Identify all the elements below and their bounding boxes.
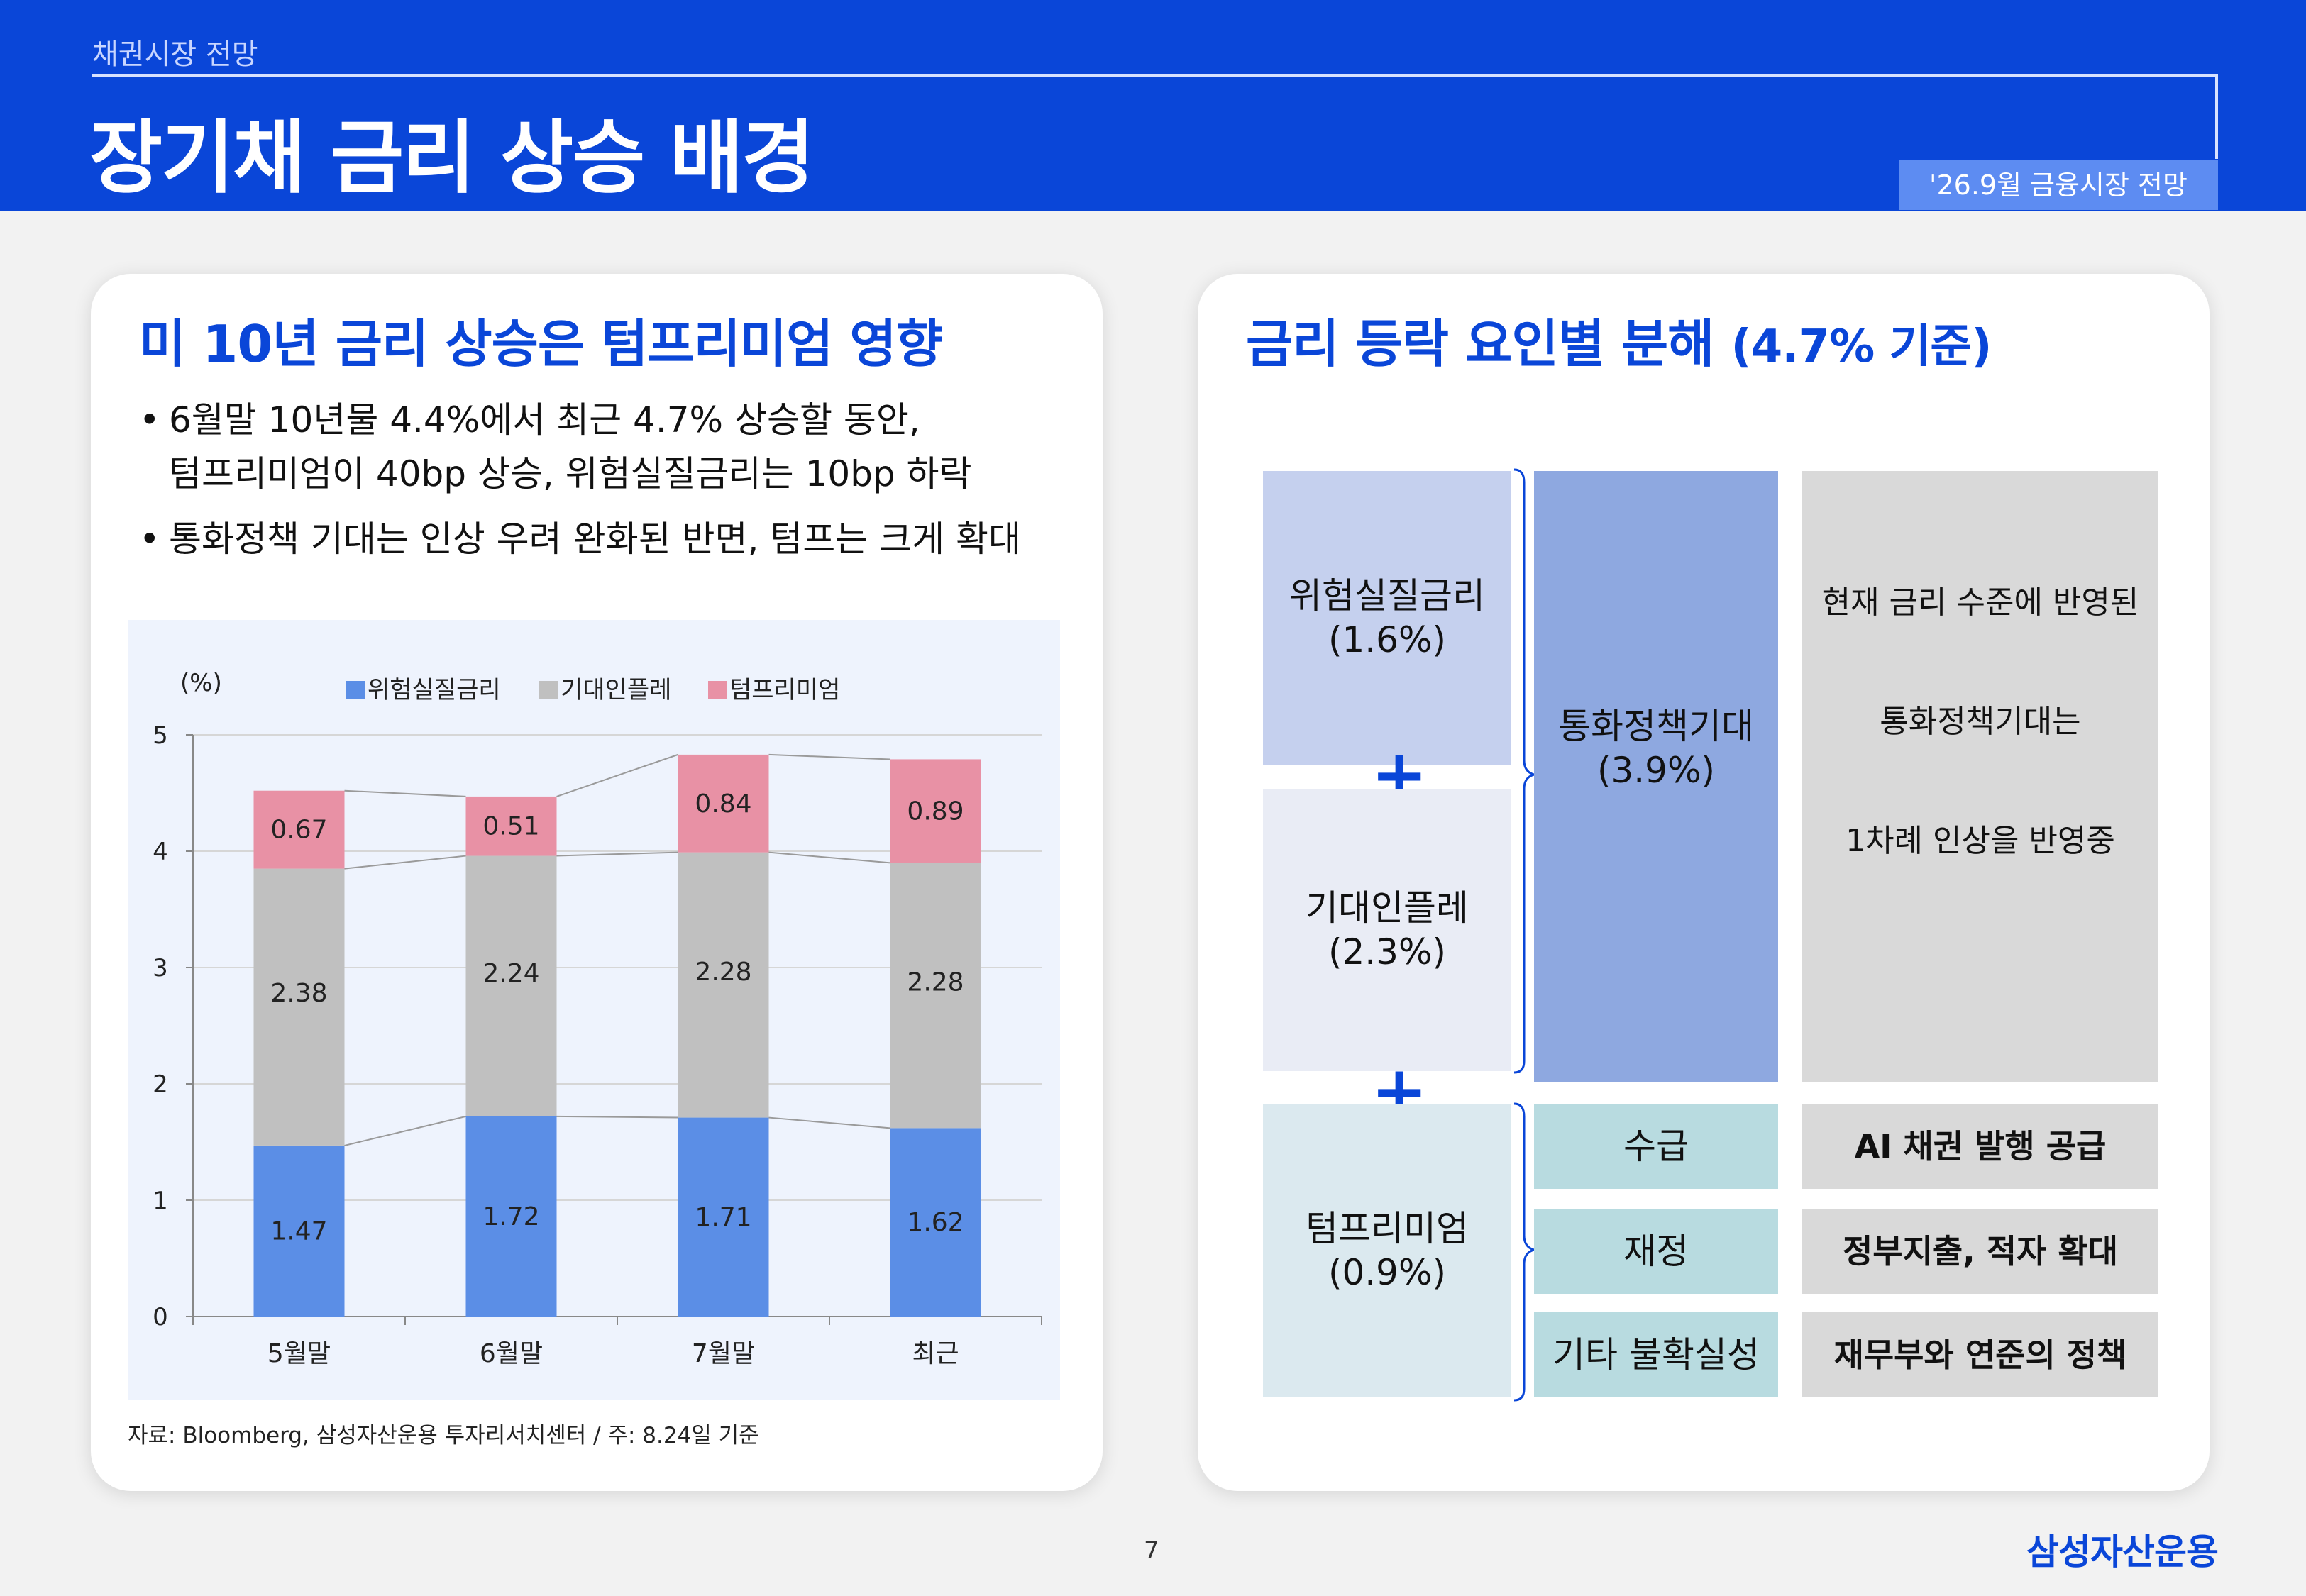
component-value: (0.9%) <box>1328 1252 1447 1293</box>
y-axis-unit: (%) <box>180 669 222 697</box>
legend-swatch <box>708 681 727 699</box>
policy-value: (3.9%) <box>1596 750 1716 791</box>
component-value: (1.6%) <box>1328 619 1447 660</box>
section-label: 채권시장 전망 <box>92 38 258 71</box>
y-tick-label: 2 <box>153 1070 168 1099</box>
legend-swatch <box>346 681 365 699</box>
series-connector-line <box>556 753 678 797</box>
policy-note-line: 통화정책기대는 <box>1880 704 2081 740</box>
x-tick-label: 6월말 <box>480 1339 543 1368</box>
y-tick-label: 3 <box>153 954 168 982</box>
policy-label: 통화정책기대 <box>1558 706 1754 747</box>
header-band: 채권시장 전망 장기채 금리 상승 배경 '26.9월 금융시장 전망 <box>0 0 2306 211</box>
bullet-dot: • <box>139 519 160 560</box>
component-risk-real-rate: 위험실질금리 (1.6%) <box>1263 471 1511 765</box>
bullet-item: • 6월말 10년물 4.4%에서 최근 4.7% 상승할 동안, 텀프리미엄이… <box>133 393 1084 501</box>
series-connector-line <box>344 789 466 797</box>
legend-label: 위험실질금리 <box>368 676 501 704</box>
factor-supply: 수급 <box>1534 1104 1778 1189</box>
x-tick-label: 7월말 <box>692 1339 755 1368</box>
page-title: 장기채 금리 상승 배경 <box>89 112 815 204</box>
bar-segment <box>890 1128 981 1317</box>
legend-label: 기대인플레 <box>561 676 671 704</box>
bar-segment <box>890 759 981 863</box>
data-label: 0.84 <box>695 789 751 819</box>
series-connector-line <box>556 1115 678 1119</box>
bar-segment <box>678 1117 769 1317</box>
bullet-dot: • <box>139 399 160 440</box>
bar-segment <box>678 852 769 1118</box>
bar-segment <box>465 1116 557 1317</box>
bullet-line: 통화정책 기대는 인상 우려 완화된 반면, 텀프는 크게 확대 <box>169 519 1022 560</box>
component-value: (2.3%) <box>1328 931 1447 972</box>
x-tick-label: 5월말 <box>267 1339 331 1368</box>
component-label: 기대인플레 <box>1306 887 1469 929</box>
data-label: 0.89 <box>907 797 964 826</box>
data-label: 0.67 <box>270 816 327 845</box>
bullet-line: 텀프리미엄이 40bp 상승, 위험실질금리는 10bp 하락 <box>169 453 972 494</box>
bar-segment <box>465 855 557 1116</box>
company-logo: 삼성자산운용 <box>2026 1531 2219 1573</box>
right-card-heading-sub: (4.7% 기준) <box>1731 321 1992 373</box>
component-label: 위험실질금리 <box>1289 575 1485 616</box>
left-card-heading: 미 10년 금리 상승은 텀프리미엄 영향 <box>139 314 943 374</box>
header-rule-end <box>2215 74 2218 159</box>
series-connector-line <box>556 851 678 857</box>
data-label: 1.62 <box>907 1208 964 1237</box>
factor-fiscal: 재정 <box>1534 1209 1778 1294</box>
right-card-heading-main: 금리 등락 요인별 분해 <box>1246 314 1714 374</box>
report-badge: '26.9월 금융시장 전망 <box>1899 160 2218 210</box>
source-note: 자료: Bloomberg, 삼성자산운용 투자리서치센터 / 주: 8.24일… <box>128 1423 759 1448</box>
bar-segment <box>253 1145 345 1317</box>
series-connector-line <box>344 855 466 870</box>
stacked-bar-chart: 0 1 2 3 4 5 (%) 위험실질금리 기대인플레 텀프리미엄 1.47 2.38 0.67 5월말… <box>153 669 1042 1368</box>
series-connector-line <box>768 753 890 760</box>
policy-expectation-block: 통화정책기대 (3.9%) <box>1534 471 1778 1082</box>
data-label: 2.24 <box>482 959 539 988</box>
component-inflation-expectation: 기대인플레 (2.3%) <box>1263 789 1511 1071</box>
brace-upper <box>1513 468 1538 1074</box>
brace-lower <box>1513 1102 1538 1402</box>
factor-note-supply: AI 채권 발행 공급 <box>1802 1104 2158 1189</box>
bar-segment <box>253 868 345 1146</box>
policy-note-line: 현재 금리 수준에 반영된 <box>1821 584 2139 621</box>
bar-segment <box>465 796 557 856</box>
y-tick-label: 4 <box>153 838 168 866</box>
series-connector-line <box>768 851 890 864</box>
right-card-heading: 금리 등락 요인별 분해 (4.7% 기준) <box>1246 302 1992 377</box>
x-tick-label: 최근 <box>912 1339 959 1368</box>
left-card: 미 10년 금리 상승은 텀프리미엄 영향 • 6월말 10년물 4.4%에서 … <box>91 274 1103 1491</box>
component-label: 텀프리미엄 <box>1306 1208 1469 1249</box>
data-label: 2.38 <box>270 979 327 1008</box>
data-label: 1.71 <box>695 1203 751 1232</box>
y-tick-label: 5 <box>153 721 168 750</box>
chart-panel: 0 1 2 3 4 5 (%) 위험실질금리 기대인플레 텀프리미엄 1.47 2.38 0.67 5월말… <box>128 620 1060 1400</box>
y-tick-label: 1 <box>153 1187 168 1215</box>
factor-note-uncertainty: 재무부와 연준의 정책 <box>1802 1312 2158 1397</box>
data-label: 2.28 <box>695 958 751 987</box>
series-connector-line <box>344 1115 466 1146</box>
component-term-premium: 텀프리미엄 (0.9%) <box>1263 1104 1511 1397</box>
bullet-line: 6월말 10년물 4.4%에서 최근 4.7% 상승할 동안, <box>169 399 920 440</box>
right-card: 금리 등락 요인별 분해 (4.7% 기준) 위험실질금리 (1.6%) + 기대… <box>1198 274 2210 1491</box>
data-label: 2.28 <box>907 968 964 997</box>
bar-segment <box>678 754 769 853</box>
policy-note-line: 1차례 인상을 반영중 <box>1846 823 2115 859</box>
page-number: 7 <box>1144 1536 1159 1565</box>
data-label: 1.47 <box>270 1217 327 1246</box>
series-connector-line <box>768 1116 890 1129</box>
legend-swatch <box>539 681 558 699</box>
bar-segment <box>890 863 981 1129</box>
factor-note-fiscal: 정부지출, 적자 확대 <box>1802 1209 2158 1294</box>
factor-uncertainty: 기타 불확실성 <box>1534 1312 1778 1397</box>
header-rule <box>92 74 2218 77</box>
bar-segment <box>253 790 345 869</box>
bullet-list: • 6월말 10년물 4.4%에서 최근 4.7% 상승할 동안, 텀프리미엄이… <box>133 393 1084 577</box>
data-label: 0.51 <box>482 812 539 841</box>
y-tick-label: 0 <box>153 1303 168 1331</box>
legend-label: 텀프리미엄 <box>729 676 840 704</box>
data-label: 1.72 <box>482 1202 539 1231</box>
policy-note-block: 현재 금리 수준에 반영된 통화정책기대는 1차례 인상을 반영중 <box>1802 471 2158 1082</box>
bullet-item: • 통화정책 기대는 인상 우려 완화된 반면, 텀프는 크게 확대 <box>133 512 1084 566</box>
